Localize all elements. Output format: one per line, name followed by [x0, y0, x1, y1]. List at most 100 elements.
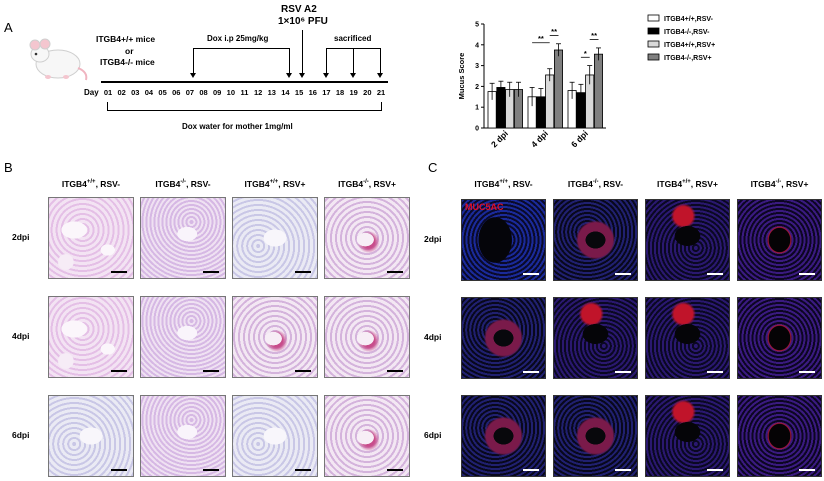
- muc5ac-marker-label: MUC5AC: [465, 202, 504, 212]
- scale-bar: [203, 271, 219, 273]
- scale-bar: [799, 371, 815, 373]
- panel-label-a: A: [4, 20, 13, 35]
- if-micrograph: [553, 199, 638, 281]
- y-tick-label: 3: [475, 63, 479, 70]
- scale-bar: [523, 273, 539, 275]
- if-micrograph: [737, 297, 822, 379]
- legend-swatch: [647, 27, 660, 35]
- scale-bar: [295, 469, 311, 471]
- scale-bar: [615, 469, 631, 471]
- day-tick-label: 08: [199, 88, 208, 97]
- day-tick-label: 07: [185, 88, 195, 97]
- he-micrograph: [48, 296, 134, 378]
- day-tick-label: 20: [363, 88, 372, 97]
- mouse-group-or: or: [125, 46, 134, 56]
- dox-water-bracket: [107, 110, 382, 111]
- category-label: 6 dpi: [569, 128, 590, 149]
- day-tick-label: 17: [322, 88, 331, 97]
- dox-water-label: Dox water for mother 1mg/ml: [182, 122, 293, 131]
- timeline-axis: [101, 81, 388, 83]
- he-column-header: ITGB4+/+, RSV+: [244, 179, 306, 189]
- scale-bar: [799, 469, 815, 471]
- if-micrograph: [461, 395, 546, 477]
- legend-swatch: [647, 40, 660, 48]
- day-tick-label: 09: [213, 88, 222, 97]
- he-micrograph: [48, 197, 134, 279]
- scale-bar: [707, 371, 723, 373]
- day-tick-label: 10: [226, 88, 236, 97]
- mouse-icon: [29, 38, 88, 81]
- he-micrograph: [48, 395, 134, 477]
- if-micrograph: [553, 297, 638, 379]
- if-micrograph: [461, 297, 546, 379]
- if-row-label: 6dpi: [424, 430, 442, 440]
- if-micrograph: [645, 297, 730, 379]
- category-label: 4 dpi: [529, 128, 550, 149]
- day-tick-label: 21: [376, 88, 386, 97]
- day-tick-label: 15: [294, 88, 304, 97]
- arrow-day17: [323, 48, 329, 78]
- day-tick-label: 11: [240, 88, 249, 97]
- day-tick-label: 03: [131, 88, 140, 97]
- he-micrograph: [324, 296, 410, 378]
- panel-label-b: B: [4, 160, 13, 175]
- legend-swatch: [647, 14, 660, 22]
- scale-bar: [111, 271, 127, 273]
- category-label: 2 dpi: [489, 128, 510, 149]
- day-tick-label: 18: [335, 88, 345, 97]
- if-column-header: ITGB4+/+, RSV+: [657, 179, 718, 189]
- day-tick-label: 16: [308, 88, 317, 97]
- scale-bar: [203, 370, 219, 372]
- he-micrograph: [140, 197, 226, 279]
- legend-label: ITGB4-/-,RSV-: [664, 29, 710, 36]
- mouse-group-2: ITGB4-/- mice: [100, 57, 155, 67]
- rsv-dose: 1×10⁶ PFU: [278, 16, 328, 27]
- if-column-header: ITGB4-/-, RSV-: [567, 179, 624, 189]
- if-micrograph: MUC5AC: [461, 199, 546, 281]
- if-micrograph: [737, 395, 822, 477]
- scale-bar: [203, 469, 219, 471]
- dox-ip-bracket: [193, 48, 290, 49]
- legend-label: ITGB4-/-,RSV+: [664, 55, 712, 62]
- scale-bar: [615, 371, 631, 373]
- day-tick-label: 19: [349, 88, 358, 97]
- day-tick-label: 02: [117, 88, 126, 97]
- day-tick-label: 14: [281, 88, 290, 97]
- scale-bar: [523, 371, 539, 373]
- he-micrograph: [232, 296, 318, 378]
- day-tick-label: 06: [172, 88, 181, 97]
- y-tick-label: 4: [475, 42, 479, 49]
- y-tick-label: 5: [475, 22, 479, 29]
- arrow-day07: [190, 48, 196, 78]
- arrow-day19: [350, 48, 356, 78]
- y-tick-label: 0: [475, 126, 479, 133]
- scale-bar: [387, 271, 403, 273]
- he-column-header: ITGB4+/+, RSV-: [61, 179, 121, 189]
- y-tick-label: 2: [475, 84, 479, 91]
- significance-label: **: [551, 27, 557, 36]
- he-micrograph: [324, 395, 410, 477]
- he-micrograph: [232, 395, 318, 477]
- if-micrograph: [645, 199, 730, 281]
- scale-bar: [615, 273, 631, 275]
- he-micrograph: [232, 197, 318, 279]
- he-column-header: ITGB4-/-, RSV+: [338, 179, 396, 189]
- panel-label-c: C: [428, 160, 438, 175]
- dox-ip-label: Dox i.p 25mg/kg: [207, 34, 269, 43]
- scale-bar: [707, 273, 723, 275]
- day-tick-label: 13: [267, 88, 276, 97]
- he-row-label: 6dpi: [12, 430, 30, 440]
- scale-bar: [387, 370, 403, 372]
- scale-bar: [523, 469, 539, 471]
- significance-label: **: [591, 31, 597, 40]
- scale-bar: [387, 469, 403, 471]
- arrow-day14: [286, 48, 292, 78]
- he-micrograph: [324, 197, 410, 279]
- day-label: Day: [84, 88, 99, 97]
- scale-bar: [799, 273, 815, 275]
- arrow-day15-rsv: [299, 30, 305, 78]
- scale-bar: [111, 370, 127, 372]
- he-row-label: 4dpi: [12, 331, 30, 341]
- legend-label: ITGB4+/+,RSV+: [664, 42, 715, 49]
